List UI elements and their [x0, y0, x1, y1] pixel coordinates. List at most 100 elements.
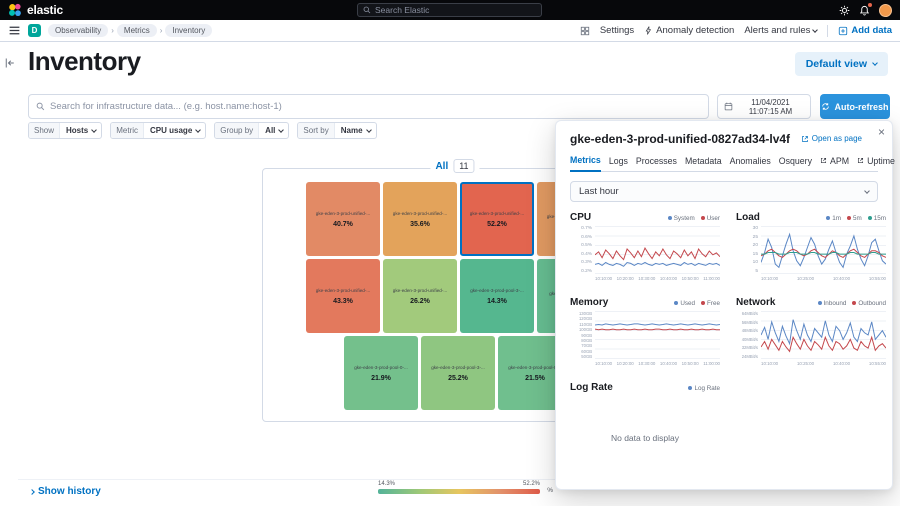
flyout-title: gke-eden-3-prod-unified-0827ad34-lv4f — [570, 132, 791, 146]
open-as-page-label: Open as page — [811, 134, 862, 143]
time-range-select[interactable]: Last hour — [570, 181, 878, 202]
tab-metadata[interactable]: Metadata — [684, 155, 722, 166]
host-tile[interactable]: gke-eden-3-prod-pool-0-... 21.9% — [344, 336, 418, 410]
legend-dot — [674, 301, 679, 305]
page-title: Inventory — [28, 46, 141, 76]
notifications-bell-icon[interactable] — [859, 2, 872, 16]
network-chart[interactable] — [761, 311, 886, 359]
menu-hamburger-icon[interactable] — [8, 24, 21, 37]
user-avatar[interactable] — [879, 3, 892, 17]
auto-refresh-label: Auto-refresh — [834, 101, 889, 112]
tab-processes[interactable]: Processes — [635, 155, 677, 166]
load-chart-block: Load 1m 5m 15m 30 25 20 15 10 5 10:10:00 10:25… — [736, 212, 886, 281]
chevron-down-icon — [812, 26, 819, 33]
host-tile-name: gke-eden-3-prod-unified-... — [392, 210, 448, 216]
elastic-logo-icon — [8, 3, 22, 17]
tab-uptime-label: Uptime — [867, 155, 895, 166]
brand-text: elastic — [27, 3, 63, 17]
load-x-axis: 10:10:00 10:25:00 10:40:00 10:55:00 — [761, 276, 886, 281]
group-by-filter[interactable]: Group by All — [214, 122, 290, 139]
host-tile-value: 52.2% — [487, 220, 507, 228]
collapse-sidebar-icon[interactable] — [4, 57, 16, 69]
host-tile[interactable]: gke-eden-3-prod-unified-... 43.3% — [306, 259, 380, 333]
search-icon — [36, 102, 45, 111]
memory-chart-title: Memory — [570, 297, 609, 308]
host-tile[interactable]: gke-eden-3-prod-unified-... 35.6% — [383, 182, 457, 256]
sort-by-filter[interactable]: Sort by Name — [297, 122, 377, 139]
host-tile-name: gke-eden-3-prod-pool-0-... — [354, 364, 408, 370]
legend-label: 15m — [873, 214, 886, 222]
cpu-chart-block: CPU System User 0.7% 0.6% 0.5% 0.4% 0.3% 0.2%… — [570, 212, 720, 281]
chevron-down-icon — [872, 60, 878, 66]
load-chart-title: Load — [736, 212, 760, 223]
tab-metrics[interactable]: Metrics — [570, 155, 601, 172]
host-tile-value: 25.2% — [448, 374, 468, 382]
host-tile[interactable]: gke-eden-3-prod-unified-... 40.7% — [306, 182, 380, 256]
tab-anomalies[interactable]: Anomalies — [729, 155, 771, 166]
add-data-link[interactable]: Add data — [838, 25, 892, 36]
apps-grid-icon[interactable] — [580, 26, 590, 36]
anomaly-detection-link[interactable]: Anomaly detection — [644, 25, 734, 36]
log-rate-legend: Log Rate — [688, 385, 720, 392]
global-search-input[interactable] — [375, 5, 536, 15]
auto-refresh-button[interactable]: Auto-refresh — [820, 94, 890, 119]
alerts-and-rules-menu[interactable]: Alerts and rules — [744, 25, 819, 36]
chevron-down-icon — [365, 126, 372, 133]
legend-dot — [701, 301, 706, 305]
show-filter[interactable]: Show Hosts — [28, 122, 103, 139]
infra-search-input[interactable] — [50, 101, 701, 112]
alerts-and-rules-label: Alerts and rules — [744, 25, 811, 36]
host-tile-name: gke-eden-3-prod-unified-... — [315, 287, 371, 293]
legend-label: User — [706, 214, 720, 222]
legend-label: Inbound — [823, 299, 847, 307]
host-tile-name: gke-eden-3-prod-pool-3-... — [470, 287, 524, 293]
filter-bar: Show Hosts Metric CPU usage Group by All… — [28, 122, 377, 139]
load-chart[interactable] — [761, 226, 886, 274]
sort-by-filter-value: Name — [340, 126, 363, 135]
close-icon[interactable]: × — [877, 125, 885, 139]
date-picker-value: 11/04/2021 11:07:15 AM — [748, 97, 793, 116]
header-actions — [839, 2, 892, 17]
host-tile[interactable]: gke-eden-3-prod-pool-3-... 14.3% — [460, 259, 534, 333]
legend-label: 1m — [832, 214, 841, 222]
metric-filter[interactable]: Metric CPU usage — [110, 122, 207, 139]
date-picker-button[interactable]: 11/04/2021 11:07:15 AM — [717, 94, 811, 119]
global-search[interactable] — [357, 3, 542, 17]
breadcrumb-metrics[interactable]: Metrics — [116, 24, 157, 37]
gear-icon[interactable] — [839, 5, 850, 16]
host-tile[interactable]: gke-eden-3-prod-unified-... 26.2% — [383, 259, 457, 333]
legend-max-label: 52.2% — [522, 481, 540, 487]
show-history-toggle[interactable]: Show history — [29, 486, 101, 497]
group-by-filter-label: Group by — [215, 123, 260, 138]
default-view-button[interactable]: Default view — [794, 52, 888, 76]
tab-osquery[interactable]: Osquery — [778, 155, 812, 166]
tab-logs[interactable]: Logs — [608, 155, 628, 166]
infra-search[interactable] — [28, 94, 709, 119]
memory-chart[interactable] — [595, 311, 720, 359]
log-rate-block: Log Rate Log Rate No data to display — [570, 382, 720, 443]
cpu-chart-title: CPU — [570, 212, 592, 223]
default-view-label: Default view — [805, 58, 867, 70]
memory-chart-legend: Used Free — [674, 300, 720, 307]
add-data-icon — [838, 26, 848, 36]
open-as-page-link[interactable]: Open as page — [801, 134, 862, 143]
cpu-y-axis: 0.7% 0.6% 0.5% 0.4% 0.3% 0.2% — [581, 226, 592, 274]
group-all-link[interactable]: All — [435, 160, 449, 172]
tab-uptime[interactable]: Uptime — [857, 156, 895, 171]
breadcrumb-separator: › — [159, 26, 163, 35]
group-count-badge: 11 — [453, 159, 475, 173]
tab-apm[interactable]: APM — [820, 156, 849, 171]
host-tile[interactable]: gke-eden-3-prod-pool-3-... 25.2% — [421, 336, 495, 410]
legend-gradient-bar — [378, 489, 540, 494]
breadcrumb-observability[interactable]: Observability — [48, 24, 109, 37]
color-legend: 14.3% 52.2% % — [378, 481, 553, 494]
network-y-axis: 64MBit/s 56MBit/s 48MBit/s 40MBit/s 32MBit/s… — [741, 311, 758, 359]
calendar-icon — [724, 102, 733, 111]
host-tile-selected[interactable]: gke-eden-3-prod-unified-... 52.2% — [460, 182, 534, 256]
settings-link[interactable]: Settings — [600, 25, 634, 36]
cpu-chart[interactable] — [595, 226, 720, 274]
host-tile-value: 43.3% — [333, 297, 353, 305]
flyout-tabs: Metrics Logs Processes Metadata Anomalie… — [570, 155, 895, 172]
legend-dot — [817, 301, 822, 305]
deployment-badge[interactable]: D — [28, 24, 41, 37]
